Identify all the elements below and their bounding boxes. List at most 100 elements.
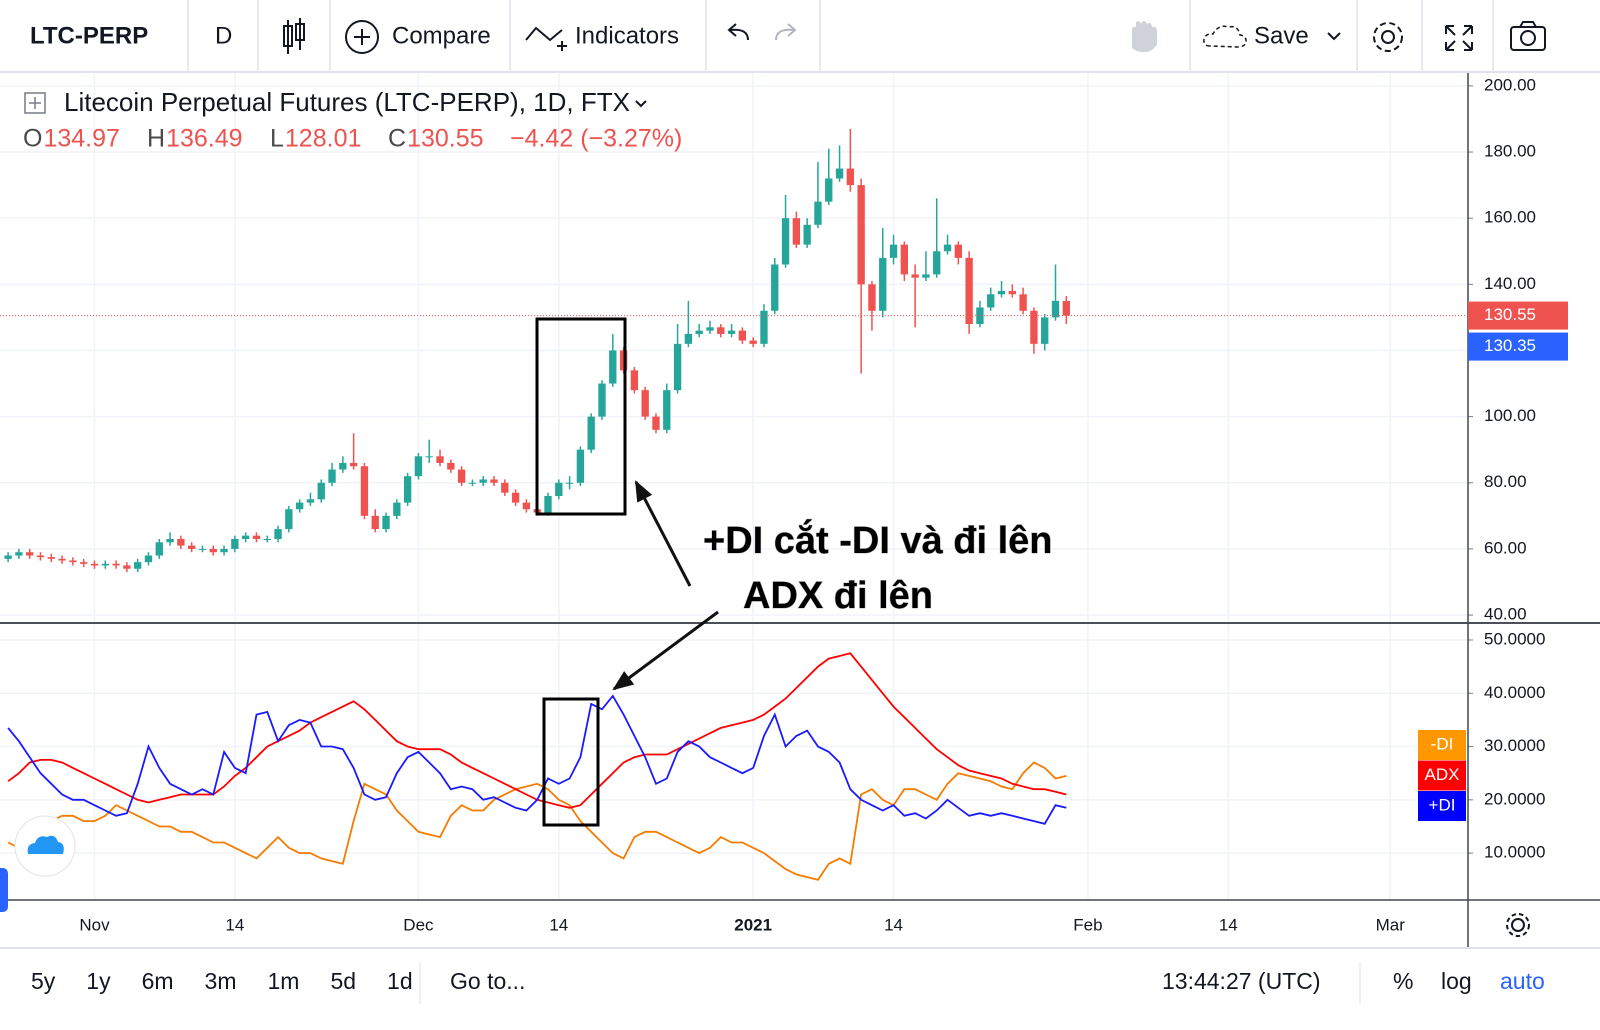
y-tick-label: 10.0000 — [1484, 843, 1545, 862]
legend-label: +DI — [1429, 795, 1456, 814]
cloud-icon[interactable] — [1203, 25, 1247, 48]
candle-body — [803, 224, 811, 245]
logo-cloud — [27, 835, 64, 854]
percent-toggle[interactable]: % — [1393, 968, 1413, 994]
candle-body — [695, 330, 703, 334]
x-tick-label: Dec — [403, 915, 434, 934]
hand-icon[interactable] — [1132, 21, 1157, 52]
candle-body — [609, 350, 617, 384]
candle-body — [47, 557, 55, 559]
candle-body — [220, 548, 228, 553]
goto-button[interactable]: Go to... — [450, 968, 525, 994]
ohlc-value: 130.55 — [407, 125, 483, 153]
candle-body — [889, 244, 898, 258]
candle-body — [630, 370, 639, 391]
range-button[interactable]: 1d — [387, 968, 413, 994]
candle-body — [544, 495, 552, 513]
save-button[interactable]: Save — [1254, 22, 1309, 49]
log-toggle[interactable]: log — [1441, 968, 1472, 994]
undo-icon[interactable] — [727, 23, 749, 41]
ohlc-prefix: C — [388, 125, 406, 153]
candle-body — [1019, 294, 1027, 311]
range-button[interactable]: 3m — [205, 968, 237, 994]
legend-label: -DI — [1431, 734, 1454, 753]
candle-body — [80, 562, 88, 564]
candle-body — [339, 462, 347, 470]
y-tick-label: 180.00 — [1484, 142, 1536, 161]
y-tick-label: 160.00 — [1484, 208, 1536, 227]
candle-body — [911, 274, 919, 278]
candle-body — [166, 538, 174, 543]
candle-body — [263, 538, 271, 540]
ohlc-prefix: L — [270, 125, 284, 153]
candle-body — [403, 476, 412, 503]
legend-badge — [1418, 791, 1466, 821]
candle-body — [274, 529, 282, 539]
legend: Litecoin Perpetual Futures (LTC-PERP), 1… — [24, 87, 647, 117]
candle-body — [587, 416, 595, 450]
candle-body — [457, 469, 466, 483]
highlight-box — [542, 697, 600, 827]
candle-body — [393, 502, 401, 516]
candle-body — [598, 383, 606, 417]
symbol[interactable]: LTC-PERP — [30, 22, 148, 49]
snapshot-icon[interactable] — [1510, 21, 1546, 51]
fullscreen-icon[interactable] — [1445, 25, 1473, 51]
collapse-icon[interactable] — [24, 92, 46, 114]
settings-icon[interactable] — [1373, 22, 1403, 52]
range-button[interactable]: 5d — [330, 968, 356, 994]
y-tick-label: 40.00 — [1484, 605, 1527, 624]
candle-body — [155, 542, 163, 556]
range-button[interactable]: 6m — [142, 968, 174, 994]
compare-button[interactable]: Compare — [392, 22, 491, 49]
title-menu[interactable] — [635, 100, 647, 108]
auto-toggle[interactable]: auto — [1500, 968, 1545, 994]
range-button[interactable]: 5y — [31, 968, 56, 994]
candle-body — [144, 555, 153, 563]
indicators-button[interactable]: Indicators — [575, 22, 679, 49]
y-tick-label: 30.0000 — [1484, 736, 1545, 755]
y-tick-label: 50.0000 — [1484, 629, 1545, 648]
save-menu[interactable] — [1327, 32, 1341, 41]
candle-body — [943, 244, 952, 252]
candle-body — [717, 327, 725, 334]
bottom-bar: 5y 1y 6m 3m 1m 5d 1d Go to... 13:44:27 (UTC) %… — [0, 947, 1600, 1004]
candle-body — [868, 284, 876, 311]
candle-body — [781, 218, 790, 265]
candle-body — [436, 456, 444, 463]
arrow — [634, 480, 692, 587]
ohlc-prefix: H — [147, 125, 165, 153]
candle-body — [857, 185, 865, 285]
indicator-line — [7, 694, 1067, 825]
candle-body — [565, 482, 574, 484]
ohlc-prefix: O — [23, 125, 42, 153]
y-tick-label: 200.00 — [1484, 75, 1536, 94]
price-label-bg — [1468, 301, 1568, 330]
candle-body — [997, 290, 1006, 295]
candle-body — [58, 558, 66, 561]
candle-body — [1030, 310, 1038, 344]
chart-type-icon[interactable] — [283, 18, 305, 54]
candle-body — [360, 466, 369, 516]
candle-body — [425, 456, 433, 458]
candle-body — [36, 555, 45, 558]
side-tab[interactable] — [0, 868, 8, 912]
x-tick-label: Feb — [1073, 915, 1102, 934]
candle-body — [1051, 300, 1060, 318]
y-tick-label: 100.00 — [1484, 406, 1536, 425]
axis-settings-icon[interactable] — [1506, 913, 1530, 937]
range-button[interactable]: 1m — [268, 968, 300, 994]
x-tick-label: 14 — [884, 915, 903, 934]
candle-body — [231, 538, 239, 549]
indicators-icon[interactable] — [525, 26, 563, 42]
candle-body — [26, 552, 34, 556]
candle-body — [1041, 317, 1049, 344]
candle-body — [771, 264, 779, 311]
redo-icon — [775, 23, 797, 41]
interval[interactable]: D — [215, 22, 232, 49]
range-button[interactable]: 1y — [86, 968, 111, 994]
candle-body — [490, 479, 498, 483]
candle-body — [90, 563, 99, 566]
compare-icon[interactable] — [345, 20, 379, 54]
